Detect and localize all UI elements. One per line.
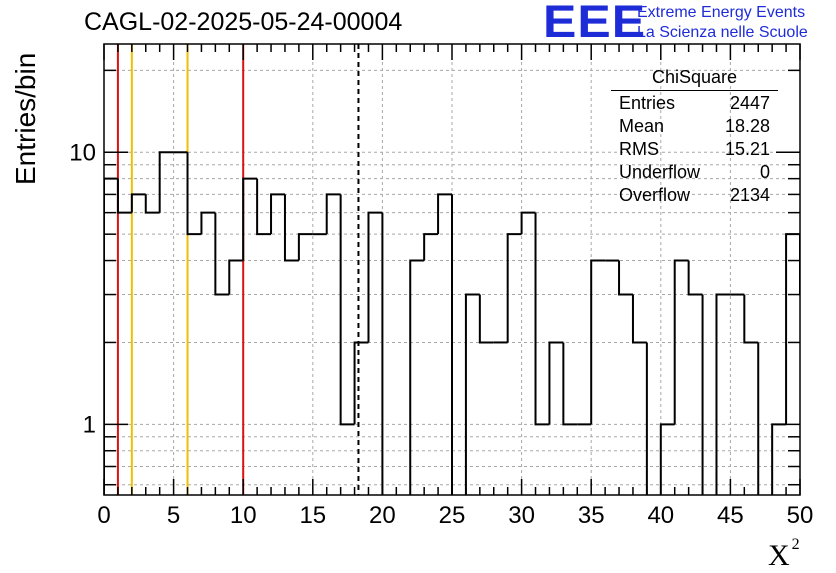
stats-row-rms: RMS 15.21 xyxy=(611,138,778,161)
histogram-bin xyxy=(200,211,216,235)
stats-row-entries: Entries 2447 xyxy=(611,92,778,115)
x-tick-label: 35 xyxy=(578,502,605,529)
histogram-bin xyxy=(757,342,760,495)
histogram-bin xyxy=(645,342,648,495)
histogram-bin xyxy=(270,193,285,235)
histogram-bin xyxy=(687,260,703,296)
x-tick-label: 45 xyxy=(717,502,744,529)
x-tick-label: 20 xyxy=(369,502,396,529)
histogram-bin xyxy=(814,295,828,343)
stats-value: 15.21 xyxy=(724,139,770,159)
logo-caption-line1: Extreme Energy Events xyxy=(637,4,806,21)
histogram-bin xyxy=(144,194,160,214)
histogram-bin xyxy=(158,151,174,213)
histogram-bin xyxy=(214,212,230,296)
histogram-bin xyxy=(715,293,731,495)
stats-box: ChiSquare Entries 2447 Mean 18.28 RMS 15.21… xyxy=(611,67,778,207)
histogram-bin xyxy=(283,194,299,262)
histogram-bin xyxy=(381,212,384,495)
stats-label: Overflow xyxy=(619,185,691,205)
x-tick-label: 50 xyxy=(787,502,814,529)
histogram-bin xyxy=(228,259,244,295)
x-axis-label-superscript: 2 xyxy=(791,536,800,553)
stats-value: 2134 xyxy=(729,185,770,205)
histogram-bin xyxy=(256,178,272,236)
eee-logo: EEE xyxy=(543,0,647,48)
histogram-bin xyxy=(437,193,452,235)
x-tick-label: 10 xyxy=(230,502,257,529)
x-tick-label: 5 xyxy=(167,502,180,529)
stats-row-underflow: Underflow 0 xyxy=(611,161,778,184)
stats-title: ChiSquare xyxy=(651,67,738,87)
stats-value: 2447 xyxy=(729,93,770,113)
x-tick-label: 15 xyxy=(299,502,326,529)
histogram-bin xyxy=(297,233,313,261)
stats-row-overflow: Overflow 2134 xyxy=(611,184,778,207)
x-axis-label-base: X xyxy=(768,539,790,572)
stats-value: 18.28 xyxy=(724,116,770,136)
logo-caption-line2: La Scienza nelle Scuole xyxy=(637,24,808,41)
x-tick-label: 30 xyxy=(508,502,535,529)
stats-label: Underflow xyxy=(619,162,701,182)
histogram-bin xyxy=(506,233,522,343)
histogram-bin xyxy=(367,211,383,343)
chart-title: CAGL-02-2025-05-24-00004 xyxy=(84,8,403,36)
x-tick-label: 40 xyxy=(647,502,674,529)
histogram-bin xyxy=(548,341,564,425)
histogram-bin xyxy=(534,212,550,426)
histogram-bin xyxy=(828,342,836,505)
histogram-bin xyxy=(451,194,453,495)
stats-label: RMS xyxy=(619,139,659,159)
histogram-bin xyxy=(673,259,689,425)
histogram-bin xyxy=(618,260,633,296)
histogram-bin xyxy=(325,193,341,235)
histogram-bin xyxy=(590,259,606,425)
histogram-bin xyxy=(242,177,258,261)
y-tick-label: 1 xyxy=(83,411,96,438)
histogram-bin xyxy=(116,178,132,214)
x-tick-label: 25 xyxy=(439,502,466,529)
histogram-bin xyxy=(562,342,578,426)
histogram-bin xyxy=(186,152,202,236)
histogram-bin xyxy=(478,294,494,344)
histogram-bin xyxy=(743,294,759,344)
histogram-bin xyxy=(631,294,647,344)
histogram-bin xyxy=(464,293,480,495)
stats-divider xyxy=(611,90,778,91)
histogram-bin xyxy=(423,233,439,261)
stats-row-mean: Mean 18.28 xyxy=(611,115,778,138)
stats-value: 0 xyxy=(759,162,770,182)
histogram-bin xyxy=(659,423,675,495)
y-axis-label: Entries/bin xyxy=(10,52,41,185)
histogram-bin xyxy=(353,341,369,425)
y-tick-label: 10 xyxy=(69,139,96,166)
x-tick-label: 0 xyxy=(97,502,110,529)
histogram-bin xyxy=(339,194,355,426)
histogram-bin xyxy=(520,211,536,235)
stats-label: Entries xyxy=(619,93,676,113)
histogram-bin xyxy=(409,259,425,495)
histogram-bin xyxy=(799,234,800,296)
stats-label: Mean xyxy=(619,116,665,136)
histogram-bin xyxy=(130,193,146,213)
histogram-bin xyxy=(701,294,704,495)
